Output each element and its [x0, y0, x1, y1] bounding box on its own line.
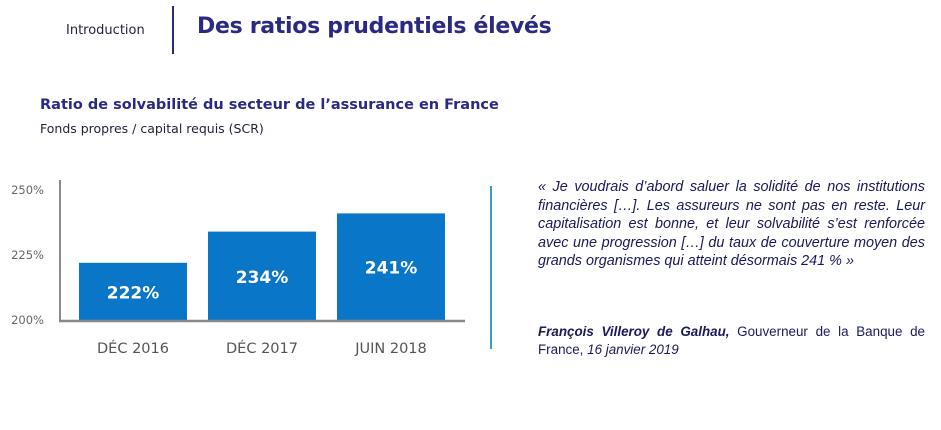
quote-date: 16 janvier 2019 — [587, 341, 679, 357]
bar — [79, 262, 187, 320]
y-tick-label: 250% — [11, 183, 44, 197]
chart-subtitle: Fonds propres / capital requis (SCR) — [40, 121, 264, 136]
bar-value-label: 222% — [107, 283, 160, 303]
x-category-label: DÉC 2017 — [226, 340, 298, 357]
section-label: Introduction — [66, 23, 145, 38]
bar — [337, 213, 445, 320]
x-category-label: DÉC 2016 — [97, 340, 169, 357]
bar-value-label: 241% — [365, 259, 418, 279]
y-tick-label: 225% — [11, 248, 44, 262]
quote-author: François Villeroy de Galhau, — [538, 324, 730, 339]
header-divider — [172, 6, 174, 54]
bar — [208, 231, 316, 320]
solvency-bar-chart: 200% 225% 250% 222% DÉC 2016 234% DÉC 2017 241%… — [11, 180, 465, 357]
quote-attribution: François Villeroy de Galhau, Gouverneur … — [538, 323, 925, 358]
quote-divider — [490, 186, 492, 349]
page-title: Des ratios prudentiels élevés — [197, 14, 552, 39]
quote-text: « Je voudrais d’abord saluer la solidité… — [538, 179, 925, 269]
y-tick-label: 200% — [11, 313, 44, 327]
bar-value-label: 234% — [236, 268, 289, 288]
x-category-label: JUIN 2018 — [354, 341, 427, 357]
chart-title: Ratio de solvabilité du secteur de l’ass… — [40, 97, 499, 113]
quote-role: Gouverneur de la Banque de France, — [538, 324, 925, 357]
